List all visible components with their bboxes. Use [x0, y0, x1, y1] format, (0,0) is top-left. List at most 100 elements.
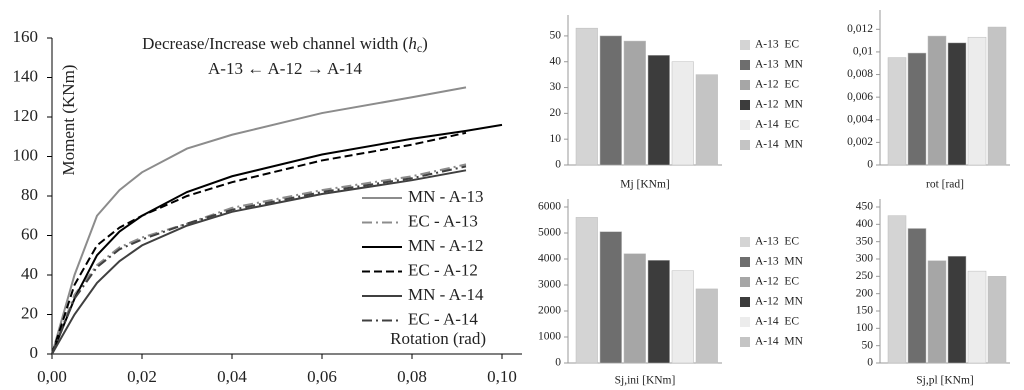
- y-tick-label: 20: [550, 107, 562, 119]
- series-line: [51, 123, 503, 355]
- legend-swatch: [740, 120, 750, 130]
- series-line: [51, 163, 467, 355]
- bar: [947, 255, 967, 364]
- legend-label: A-14 MN: [755, 336, 804, 348]
- series-line: [51, 86, 467, 355]
- y-tick-label: 80: [21, 185, 38, 204]
- series-line: [51, 169, 467, 355]
- legend-label: A-13 EC: [755, 39, 799, 51]
- legend-swatch: [740, 140, 750, 150]
- y-tick-label: 0: [555, 357, 561, 369]
- y-tick-label: 0: [30, 343, 39, 362]
- legend-label: MN - A-13: [408, 187, 484, 206]
- y-tick-label: 50: [550, 30, 562, 42]
- y-tick-label: 0,01: [853, 46, 873, 58]
- bar: [907, 228, 927, 364]
- legend-label: A-13 MN: [755, 59, 804, 71]
- bar: [987, 26, 1007, 166]
- legend-swatch: [740, 237, 750, 247]
- y-tick-label: 0: [867, 159, 873, 171]
- legend-label: A-12 EC: [755, 276, 799, 288]
- bar: [987, 276, 1007, 364]
- legend-swatch: [740, 80, 750, 90]
- bar: [907, 52, 927, 166]
- bar: [967, 36, 987, 166]
- x-axis-label: rot [rad]: [926, 179, 964, 191]
- y-tick-label: 0,004: [847, 113, 873, 125]
- y-tick-label: 4000: [538, 253, 561, 265]
- bar: [599, 231, 622, 364]
- legend-swatch: [740, 277, 750, 287]
- chart-title: Decrease/Increase web channel width (hc): [142, 34, 428, 55]
- y-tick-label: 350: [856, 235, 874, 247]
- y-tick-label: 200: [856, 287, 874, 299]
- y-tick-label: 40: [550, 55, 562, 67]
- y-tick-label: 30: [550, 81, 562, 93]
- legend-label: A-12 EC: [755, 79, 799, 91]
- legend-label: A-14 EC: [755, 316, 799, 328]
- x-axis-label: Mj [KNm]: [620, 179, 670, 191]
- bar: [599, 35, 622, 166]
- legend-label: A-14 MN: [755, 139, 804, 151]
- y-tick-label: 400: [856, 218, 874, 230]
- x-tick-label: 0,10: [487, 367, 517, 386]
- x-tick-label: 0,00: [37, 367, 67, 386]
- title-subscript: c: [417, 41, 422, 55]
- y-tick-label: 3000: [538, 279, 561, 291]
- x-axis-label: Rotation (rad): [390, 329, 486, 348]
- y-tick-label: 6000: [538, 201, 561, 213]
- x-axis-label: Sj,pl [KNm]: [916, 375, 974, 387]
- y-tick-label: 40: [21, 264, 38, 283]
- legend-label: A-12 MN: [755, 296, 804, 308]
- x-tick-label: 0,04: [217, 367, 247, 386]
- y-tick-label: 60: [21, 224, 38, 243]
- bar: [927, 35, 947, 166]
- legend-swatch: [740, 257, 750, 267]
- bar: [947, 42, 967, 166]
- y-tick-label: 0,012: [847, 23, 873, 35]
- x-tick-label: 0,08: [397, 367, 427, 386]
- y-tick-label: 0: [555, 159, 561, 171]
- legend-swatch: [740, 337, 750, 347]
- legend-swatch: [740, 317, 750, 327]
- y-tick-label: 50: [862, 339, 874, 351]
- legend-label: EC - A-14: [408, 309, 478, 328]
- y-tick-label: 0,002: [847, 136, 873, 148]
- legend-label: MN - A-12: [408, 236, 484, 255]
- bar: [575, 27, 598, 166]
- y-tick-label: 160: [13, 27, 39, 46]
- y-tick-label: 100: [13, 145, 39, 164]
- y-tick-label: 140: [13, 66, 39, 85]
- legend-swatch: [740, 40, 750, 50]
- bar: [695, 288, 718, 364]
- title-text: Decrease/Increase web channel width: [142, 34, 399, 53]
- legend-swatch: [740, 60, 750, 70]
- x-tick-label: 0,06: [307, 367, 337, 386]
- legend-swatch: [740, 100, 750, 110]
- y-tick-label: 10: [550, 133, 562, 145]
- bar: [887, 57, 907, 166]
- y-tick-label: 250: [856, 270, 874, 282]
- y-tick-label: 300: [856, 253, 874, 265]
- legend-swatch: [740, 297, 750, 307]
- bar: [927, 260, 947, 364]
- y-axis-label: Moment (KNm): [59, 65, 78, 176]
- bar: [623, 40, 646, 166]
- legend-label: A-13 MN: [755, 256, 804, 268]
- chart-subtitle: A-13 ← A-12 → A-14: [208, 59, 362, 78]
- legend-label: A-12 MN: [755, 99, 804, 111]
- y-tick-label: 5000: [538, 227, 561, 239]
- legend-label: EC - A-13: [408, 211, 478, 230]
- y-tick-label: 450: [856, 201, 874, 213]
- legend-label: A-14 EC: [755, 119, 799, 131]
- series-line: [51, 131, 467, 355]
- y-tick-label: 0,006: [847, 91, 873, 103]
- bar: [671, 270, 694, 364]
- y-tick-label: 150: [856, 305, 874, 317]
- bar: [647, 55, 670, 166]
- bar: [623, 253, 646, 364]
- bar: [695, 74, 718, 166]
- bar: [887, 215, 907, 364]
- legend-label: A-13 EC: [755, 236, 799, 248]
